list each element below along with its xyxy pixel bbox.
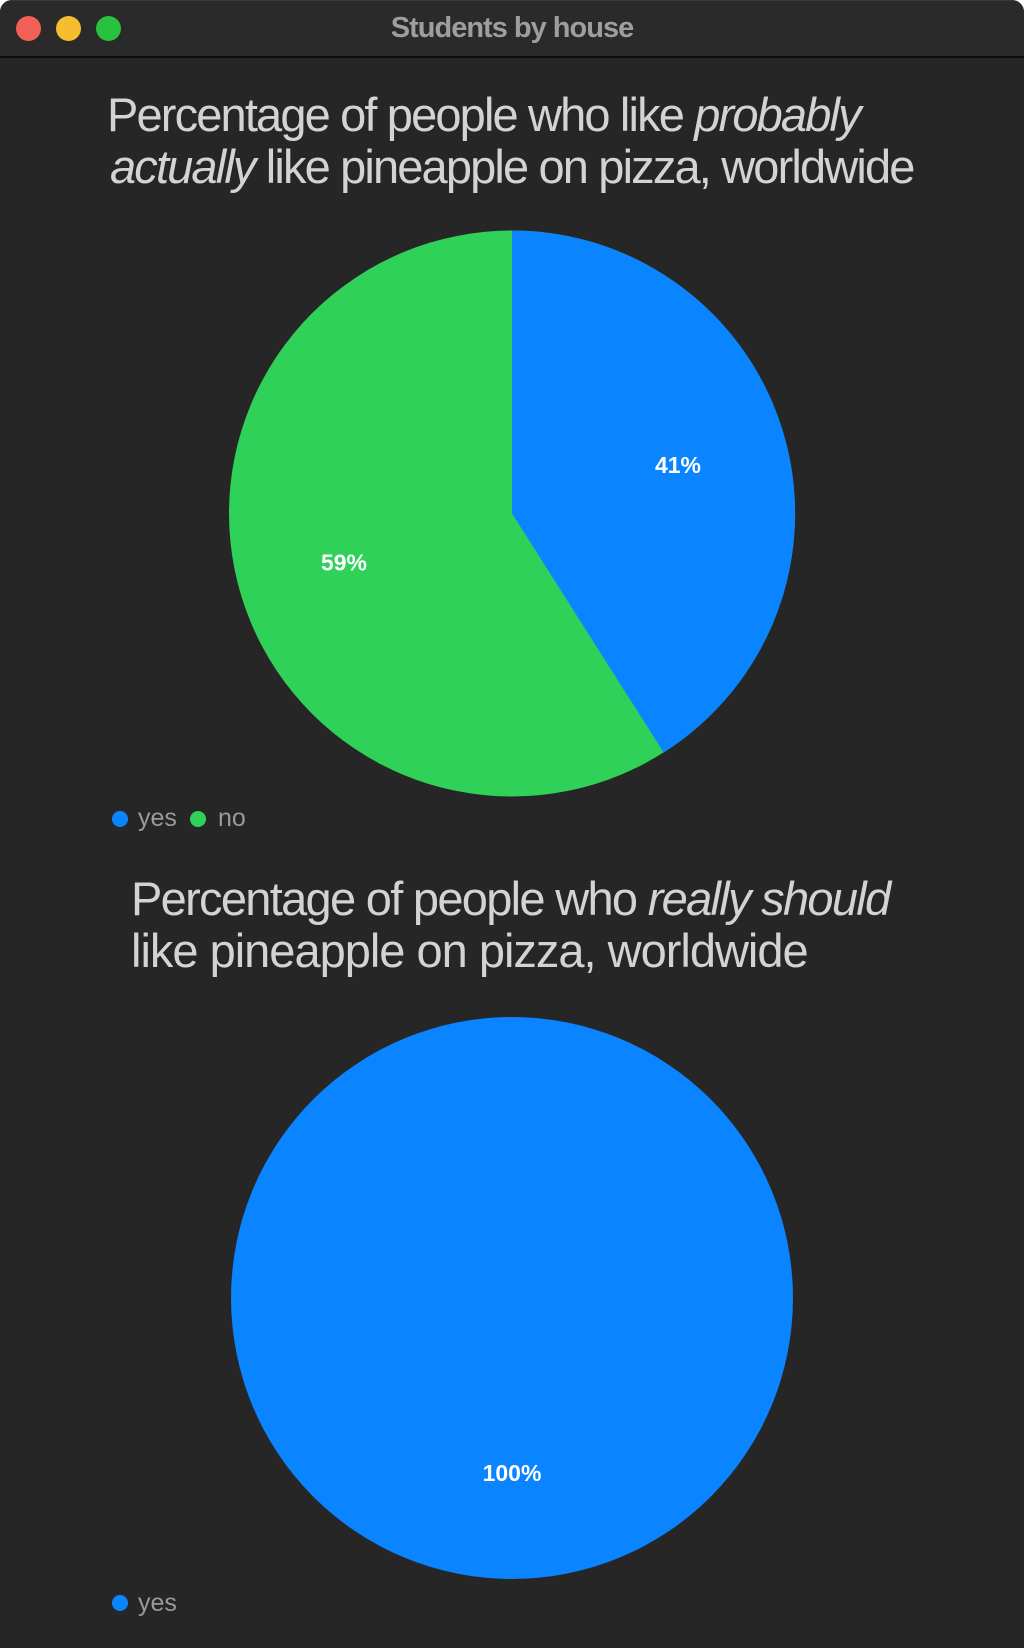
svg-text:59%: 59%	[321, 550, 367, 576]
svg-text:41%: 41%	[655, 452, 701, 478]
svg-text:100%: 100%	[483, 1460, 542, 1486]
